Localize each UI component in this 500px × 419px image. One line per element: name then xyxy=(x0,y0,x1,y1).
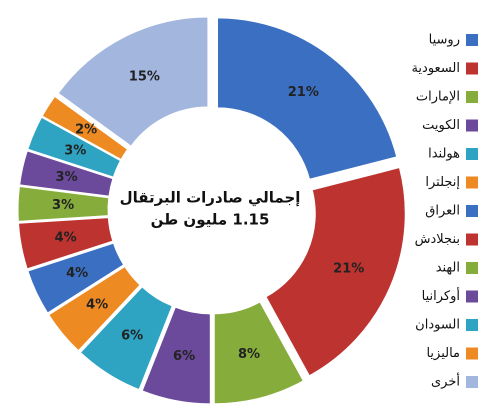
legend-swatch xyxy=(466,262,478,274)
legend-label: ماليزيا xyxy=(426,346,460,361)
value-label: 3% xyxy=(64,143,86,158)
legend-swatch xyxy=(466,34,478,46)
legend-label: السودان xyxy=(415,318,460,333)
segment xyxy=(27,242,125,314)
legend-swatch xyxy=(466,290,478,303)
legend-label: الكويت xyxy=(422,118,460,133)
legend-swatch xyxy=(466,148,478,160)
legend-swatch xyxy=(466,376,478,388)
segment xyxy=(19,150,114,197)
segment xyxy=(141,306,211,405)
legend-swatch xyxy=(466,62,478,75)
segment xyxy=(213,301,305,405)
center-subtitle: 1.15 مليون طن xyxy=(151,211,270,229)
legend-label: إنجلترا xyxy=(425,175,460,190)
legend-swatch xyxy=(466,233,478,246)
value-label: 3% xyxy=(52,198,74,213)
legend-swatch xyxy=(466,119,478,132)
legend-label: الهند xyxy=(436,261,460,276)
center-title: إجمالي صادرات البرتقال xyxy=(120,189,301,207)
segment xyxy=(17,217,114,270)
legend-swatch xyxy=(466,176,478,189)
legend-label: السعودية xyxy=(411,61,460,76)
segment xyxy=(57,16,209,147)
value-label: 6% xyxy=(121,328,143,343)
segment xyxy=(217,17,398,180)
segment xyxy=(41,95,129,161)
legend-swatch xyxy=(466,205,478,217)
value-label: 21% xyxy=(288,85,319,100)
legend-label: أخرى xyxy=(431,373,460,390)
value-label: 15% xyxy=(129,70,160,85)
segment xyxy=(265,166,406,377)
legend-label: أوكرانيا xyxy=(422,287,460,304)
value-label: 8% xyxy=(238,347,260,362)
value-label: 4% xyxy=(86,297,108,312)
legend-swatch xyxy=(466,91,478,103)
value-label: 6% xyxy=(173,349,195,364)
segment xyxy=(79,286,173,391)
segment xyxy=(17,185,110,222)
legend-label: بنجلادش xyxy=(415,232,460,247)
legend-swatch xyxy=(466,347,478,360)
legend-label: روسيا xyxy=(429,33,460,48)
value-label: 2% xyxy=(75,123,97,138)
legend-label: الإمارات xyxy=(416,90,460,105)
segment xyxy=(27,116,122,178)
legend-label: هولندا xyxy=(428,147,460,162)
legend-swatch xyxy=(466,319,478,331)
segment xyxy=(48,265,141,352)
value-label: 4% xyxy=(55,230,77,245)
legend-label: العراق xyxy=(425,204,460,219)
value-label: 4% xyxy=(66,266,88,281)
value-label: 3% xyxy=(56,170,78,185)
value-label: 21% xyxy=(333,262,364,277)
